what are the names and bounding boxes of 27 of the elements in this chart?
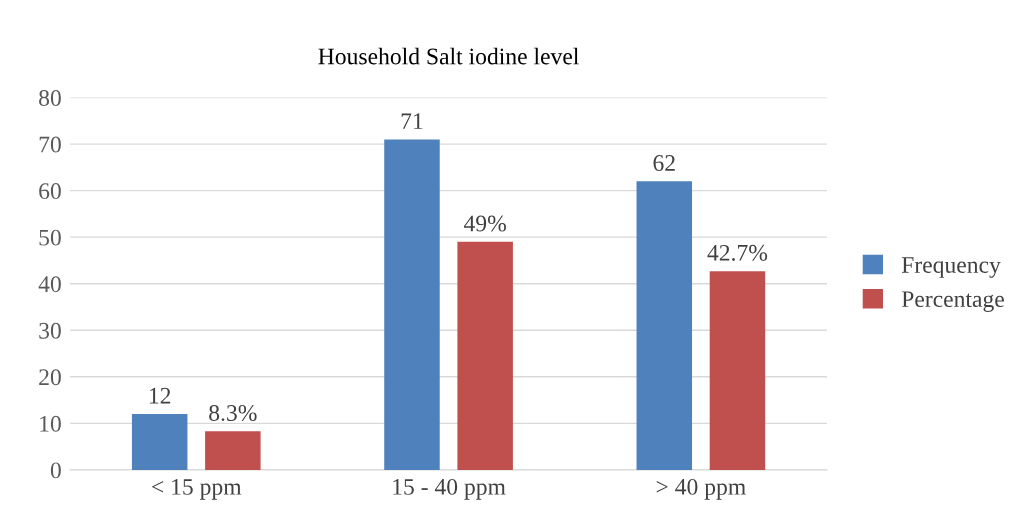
y-tick-label: 60 (39, 183, 61, 200)
y-tick-label: 40 (38, 276, 61, 293)
x-tick-label: < 15 ppm (152, 479, 242, 500)
y-tick-label: 30 (39, 322, 61, 339)
data-label: 71 (401, 113, 423, 129)
data-label: 42.7% (707, 244, 768, 261)
data-label: 8.3% (209, 404, 257, 422)
y-tick-label: 10 (40, 415, 61, 432)
bar (457, 241, 513, 470)
x-tick-label: > 40 ppm (656, 478, 746, 500)
bar (636, 181, 693, 470)
y-tick-label: 80 (39, 90, 61, 106)
bar (205, 431, 261, 470)
data-label: 12 (149, 387, 171, 404)
bar (131, 414, 188, 470)
x-tick-label: 15 - 40 ppm (393, 478, 506, 500)
chart-title: Household Salt iodine level (318, 47, 579, 65)
bar (384, 139, 440, 470)
data-label: 62 (653, 155, 675, 171)
y-tick-label: 50 (39, 229, 61, 246)
y-tick-label: 20 (39, 369, 61, 386)
legend-label: Percentage (901, 291, 1004, 312)
y-tick-label: 0 (50, 462, 61, 479)
y-tick-label: 70 (39, 136, 61, 153)
data-label: 49% (463, 215, 506, 232)
legend-label: Frequency (901, 257, 1001, 278)
bar (709, 271, 766, 470)
